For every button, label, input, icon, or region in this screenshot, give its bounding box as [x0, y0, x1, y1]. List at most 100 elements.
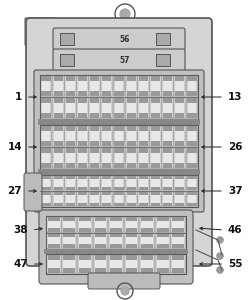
Bar	[174, 98, 185, 118]
Bar	[141, 233, 153, 237]
Bar	[66, 202, 75, 206]
Bar	[102, 98, 112, 103]
Bar	[78, 255, 92, 273]
Bar	[114, 76, 124, 81]
Bar	[48, 255, 60, 260]
Bar	[114, 76, 124, 96]
Bar	[138, 76, 149, 96]
Bar	[126, 126, 136, 146]
Bar	[114, 126, 124, 146]
Bar	[114, 176, 124, 190]
Bar	[78, 148, 87, 153]
Text: 46: 46	[228, 225, 242, 235]
Bar	[54, 113, 63, 118]
Bar	[60, 54, 74, 66]
Bar	[47, 217, 60, 232]
Bar	[114, 113, 124, 118]
Bar	[102, 192, 112, 196]
Bar	[90, 141, 99, 146]
Bar	[141, 268, 153, 273]
Bar	[163, 91, 172, 96]
Bar	[126, 176, 136, 190]
Bar	[110, 268, 122, 273]
Bar	[110, 228, 122, 232]
Bar	[172, 233, 184, 237]
Bar	[48, 217, 60, 220]
Bar	[78, 91, 87, 96]
Bar	[90, 91, 99, 96]
Bar	[126, 228, 138, 232]
Bar	[53, 76, 64, 96]
Bar	[54, 163, 63, 168]
Bar	[102, 187, 112, 190]
Bar	[156, 217, 170, 232]
Bar	[64, 233, 75, 237]
Bar	[42, 113, 51, 118]
Bar	[187, 176, 196, 179]
Bar	[138, 98, 149, 118]
Bar	[114, 176, 124, 179]
FancyBboxPatch shape	[88, 273, 160, 289]
Bar	[151, 113, 160, 118]
FancyBboxPatch shape	[53, 28, 185, 50]
Bar	[174, 126, 185, 146]
Bar	[172, 217, 184, 220]
Bar	[94, 233, 106, 237]
Bar	[140, 255, 154, 273]
Bar	[109, 255, 123, 273]
Bar	[126, 202, 136, 206]
Bar	[46, 216, 186, 249]
Bar	[89, 192, 100, 206]
Bar	[42, 187, 51, 190]
Bar	[54, 176, 63, 179]
Bar	[42, 192, 51, 196]
Bar	[102, 98, 112, 118]
Bar	[41, 192, 52, 206]
Bar	[102, 141, 112, 146]
Bar	[77, 148, 88, 168]
Bar	[77, 126, 88, 146]
Bar	[102, 126, 112, 146]
Bar	[46, 254, 186, 274]
Bar	[110, 217, 122, 220]
Text: 57: 57	[120, 56, 130, 65]
Bar	[66, 98, 75, 103]
Bar	[64, 255, 75, 260]
Bar	[163, 202, 172, 206]
Bar	[89, 98, 100, 118]
Bar	[126, 98, 136, 103]
Bar	[66, 141, 75, 146]
Bar	[114, 148, 124, 168]
Bar	[102, 126, 112, 131]
Bar	[102, 76, 112, 81]
Bar	[114, 148, 124, 153]
Bar	[126, 113, 136, 118]
Bar	[78, 192, 87, 196]
Bar	[139, 192, 148, 196]
Bar	[48, 233, 60, 237]
Bar	[186, 192, 197, 206]
Bar	[77, 76, 88, 96]
Bar	[38, 119, 200, 125]
Bar	[78, 98, 87, 103]
Text: 47: 47	[13, 259, 28, 269]
Bar	[126, 255, 138, 260]
FancyBboxPatch shape	[24, 173, 42, 211]
Bar	[157, 228, 168, 232]
Bar	[175, 148, 184, 153]
Bar	[54, 91, 63, 96]
Bar	[48, 268, 60, 273]
Bar	[175, 187, 184, 190]
Bar	[126, 233, 138, 237]
Bar	[78, 233, 92, 248]
Text: 1: 1	[15, 92, 22, 102]
Circle shape	[216, 236, 224, 244]
Bar	[90, 176, 99, 179]
Bar	[172, 255, 184, 260]
Bar	[66, 192, 75, 196]
Bar	[138, 148, 149, 168]
Bar	[62, 255, 76, 273]
Bar	[66, 76, 75, 81]
Bar	[139, 126, 148, 131]
Bar	[114, 98, 124, 103]
